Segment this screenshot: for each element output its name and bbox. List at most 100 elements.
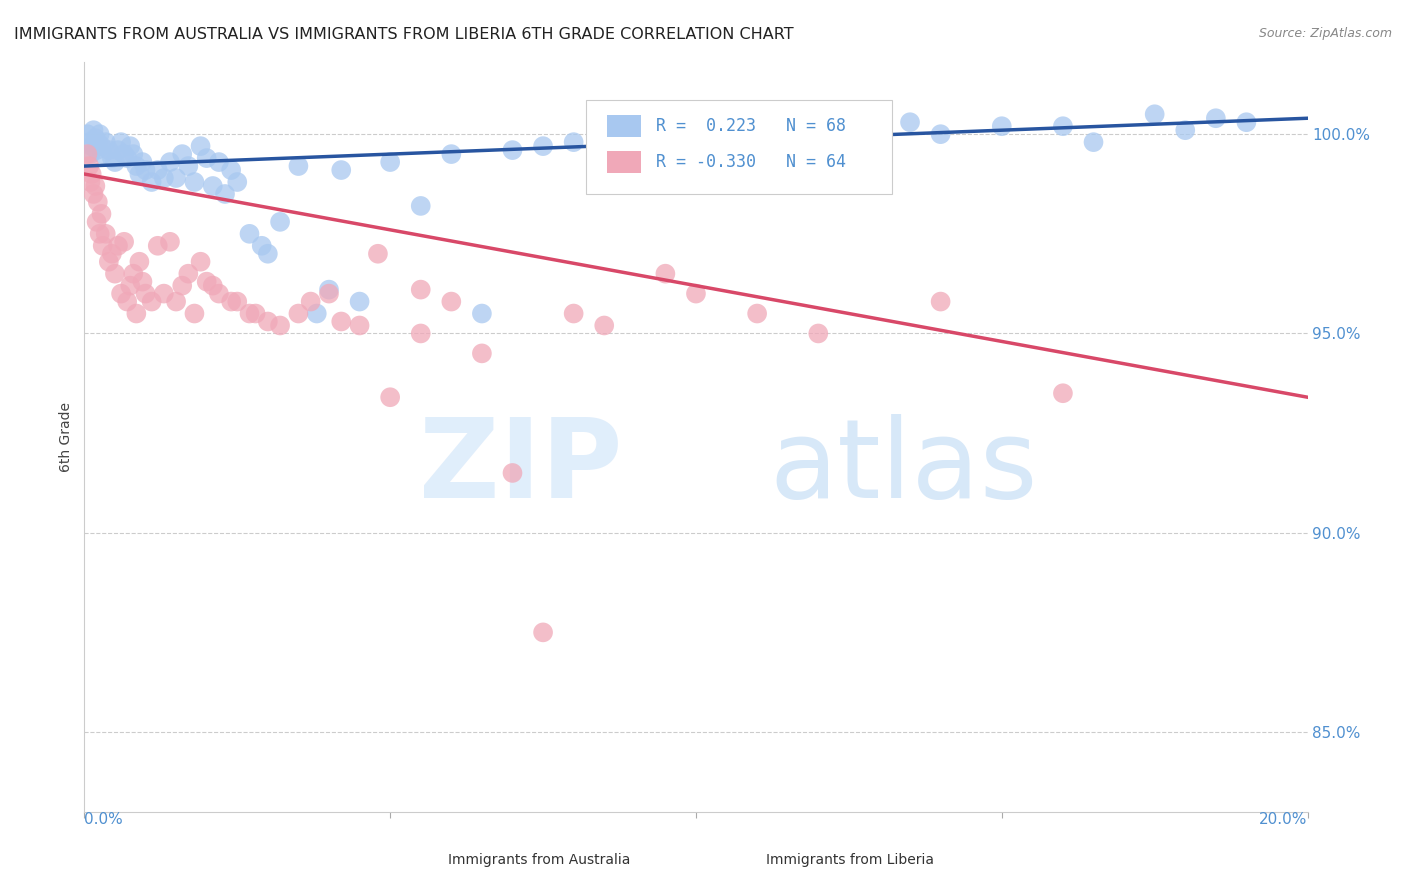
Point — [141, 294, 163, 309]
FancyBboxPatch shape — [606, 151, 641, 173]
Point — [112, 147, 135, 161]
Text: Source: ZipAtlas.com: Source: ZipAtlas.com — [1258, 27, 1392, 40]
Point — [245, 306, 267, 320]
Point — [131, 275, 153, 289]
Point — [77, 159, 100, 173]
Point — [250, 239, 273, 253]
Point — [226, 175, 249, 189]
Point — [80, 167, 103, 181]
Point — [349, 294, 371, 309]
Point — [898, 115, 921, 129]
Point — [929, 294, 952, 309]
Point — [183, 306, 205, 320]
Text: atlas: atlas — [769, 414, 1038, 521]
Point — [94, 227, 117, 241]
Point — [269, 318, 291, 333]
Point — [94, 135, 117, 149]
Point — [471, 306, 494, 320]
Point — [562, 306, 585, 320]
Point — [1083, 135, 1105, 149]
Point — [101, 246, 124, 260]
Point — [208, 286, 231, 301]
Point — [1205, 112, 1227, 126]
Point — [747, 306, 769, 320]
Point — [380, 155, 402, 169]
Point — [1174, 123, 1197, 137]
Point — [90, 139, 112, 153]
Point — [172, 147, 194, 161]
Point — [257, 314, 280, 328]
Point — [440, 147, 463, 161]
Point — [135, 286, 157, 301]
FancyBboxPatch shape — [415, 851, 441, 870]
Point — [299, 294, 322, 309]
Point — [77, 135, 100, 149]
Point — [91, 239, 114, 253]
Point — [128, 254, 150, 268]
Point — [318, 283, 340, 297]
Point — [89, 127, 111, 141]
Point — [172, 278, 194, 293]
Point — [146, 239, 169, 253]
Point — [440, 294, 463, 309]
Point — [409, 283, 432, 297]
FancyBboxPatch shape — [733, 851, 759, 870]
Point — [177, 267, 200, 281]
Point — [195, 275, 218, 289]
Point — [201, 278, 224, 293]
Point — [141, 175, 163, 189]
Point — [97, 254, 120, 268]
Point — [654, 267, 676, 281]
Point — [83, 186, 105, 201]
Point — [330, 314, 353, 328]
Text: 20.0%: 20.0% — [1260, 812, 1308, 827]
Point — [624, 131, 647, 145]
Point — [104, 267, 127, 281]
Point — [562, 135, 585, 149]
Point — [201, 179, 224, 194]
Point — [183, 175, 205, 189]
Point — [125, 306, 148, 320]
Y-axis label: 6th Grade: 6th Grade — [59, 402, 73, 472]
Point — [208, 155, 231, 169]
Point — [287, 306, 309, 320]
Point — [531, 139, 554, 153]
Point — [76, 147, 98, 161]
Point — [122, 147, 145, 161]
Point — [86, 143, 108, 157]
FancyBboxPatch shape — [606, 115, 641, 137]
Point — [120, 278, 142, 293]
Point — [409, 326, 432, 341]
Point — [318, 286, 340, 301]
Point — [929, 127, 952, 141]
Text: 0.0%: 0.0% — [84, 812, 124, 827]
Point — [135, 163, 157, 178]
Text: Immigrants from Australia: Immigrants from Australia — [447, 854, 630, 867]
Point — [409, 199, 432, 213]
Point — [86, 215, 108, 229]
Point — [153, 286, 176, 301]
Point — [87, 135, 110, 149]
Point — [367, 246, 389, 260]
Point — [593, 318, 616, 333]
Point — [107, 239, 129, 253]
Point — [238, 227, 260, 241]
Point — [991, 119, 1014, 133]
Point — [131, 155, 153, 169]
Point — [330, 163, 353, 178]
Point — [257, 246, 280, 260]
Point — [84, 131, 107, 145]
Point — [87, 194, 110, 209]
Point — [112, 235, 135, 249]
Point — [807, 127, 830, 141]
Point — [125, 159, 148, 173]
Point — [146, 163, 169, 178]
Point — [84, 179, 107, 194]
Point — [80, 139, 103, 153]
Point — [1236, 115, 1258, 129]
Point — [165, 171, 187, 186]
Point — [177, 159, 200, 173]
Text: IMMIGRANTS FROM AUSTRALIA VS IMMIGRANTS FROM LIBERIA 6TH GRADE CORRELATION CHART: IMMIGRANTS FROM AUSTRALIA VS IMMIGRANTS … — [14, 27, 793, 42]
Point — [107, 143, 129, 157]
Point — [104, 155, 127, 169]
